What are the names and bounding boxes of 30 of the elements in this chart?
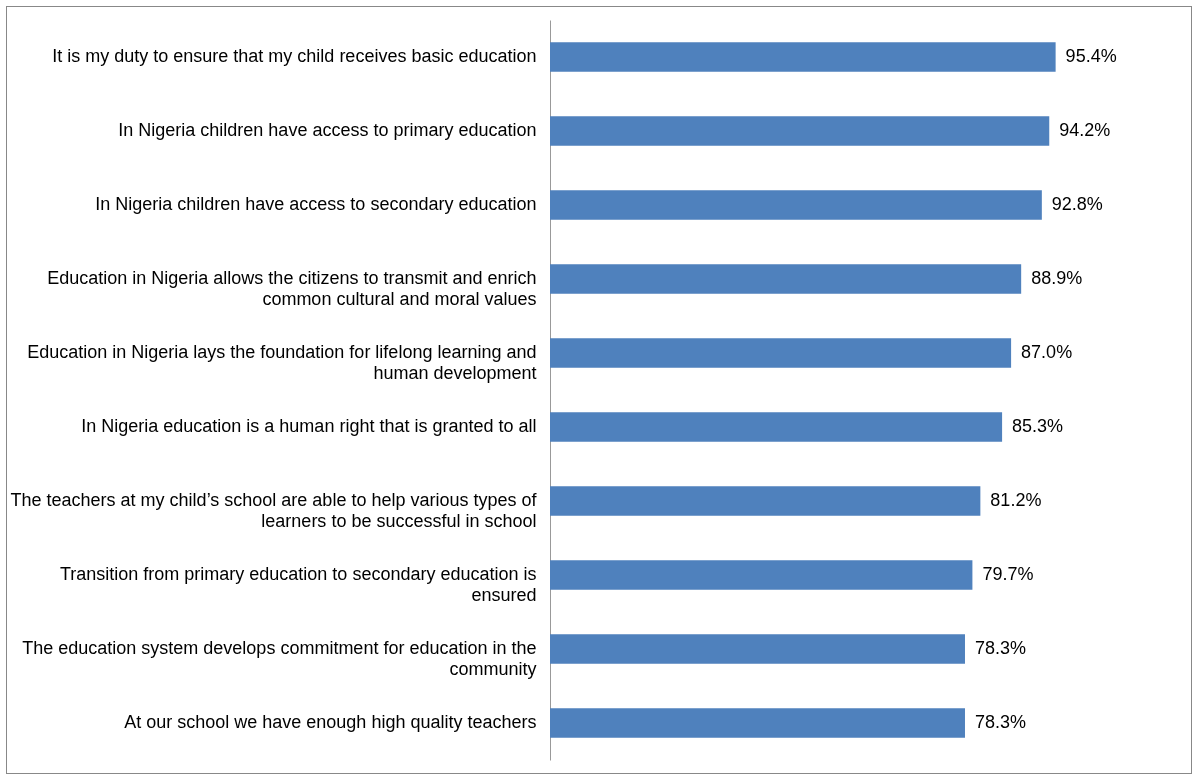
y-tick-label: The education system develops commitment for education in the community (22, 638, 537, 679)
y-tick-label: In Nigeria children have access to secondary education (95, 194, 537, 214)
bar (550, 338, 1012, 368)
bar (550, 264, 1022, 294)
y-tick-label: The teachers at my child’s school are able to help various types of learners to be successful in school (10, 490, 538, 531)
bar (550, 412, 1003, 442)
data-label: 92.8% (1051, 194, 1103, 214)
bar (550, 634, 965, 664)
y-tick-label: Education in Nigeria allows the citizens to transmit and enrich common cultural and moral values (47, 268, 537, 309)
y-tick-label: In Nigeria children have access to primary education (118, 120, 537, 140)
y-tick-label: In Nigeria education is a human right that is granted to all (81, 416, 537, 436)
data-label: 85.3% (1012, 416, 1064, 436)
y-tick-label: Transition from primary education to secondary education is ensured (59, 564, 537, 605)
y-tick-label: At our school we have enough high quality teachers (124, 712, 537, 732)
y-tick-label: It is my duty to ensure that my child receives basic education (52, 46, 537, 66)
data-label: 78.3% (974, 638, 1027, 658)
bar (550, 486, 981, 516)
data-label: 78.3% (974, 712, 1027, 732)
data-label: 94.2% (1059, 120, 1111, 140)
bar (550, 708, 965, 738)
data-label: 87.0% (1021, 342, 1073, 362)
data-label: 88.9% (1031, 268, 1083, 288)
bar (550, 560, 973, 590)
data-label: 81.2% (990, 490, 1042, 510)
data-label: 95.4% (1065, 46, 1117, 66)
bar (550, 116, 1050, 146)
data-label: 79.7% (982, 564, 1034, 584)
bar (550, 42, 1056, 72)
bar (550, 190, 1042, 220)
y-tick-label: Education in Nigeria lays the foundation for lifelong learning and human development (27, 342, 537, 383)
